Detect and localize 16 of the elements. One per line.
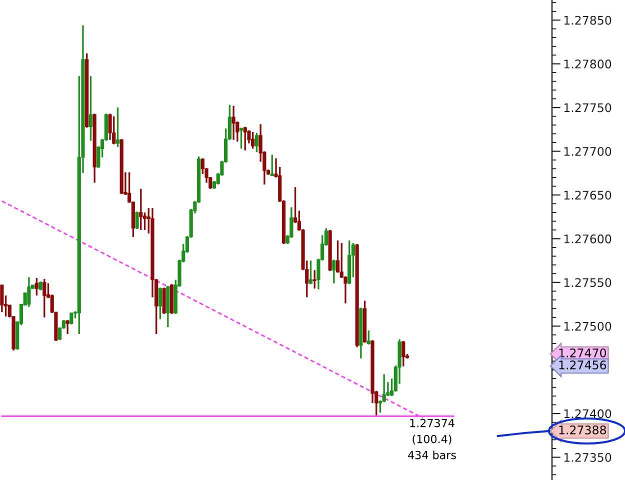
text: 1.27388 — [559, 425, 606, 434]
y-tick-label: 1.27350 — [564, 452, 612, 462]
y-tick-label: 1.27550 — [564, 278, 612, 288]
text: 1.27456 — [559, 360, 606, 370]
annotation: 1.27374 — [410, 418, 454, 428]
y-tick-label: 1.27800 — [564, 60, 612, 68]
y-tick-label: 1.27650 — [564, 190, 612, 200]
y-tick-label: 1.27600 — [564, 234, 612, 244]
y-tick-label: 1.27500 — [564, 322, 612, 331]
y-tick-label: 1.27400 — [564, 409, 612, 418]
y-tick-label: 1.27850 — [564, 16, 612, 25]
annotation: 434 bars — [408, 450, 456, 460]
y-tick-label: 1.27700 — [564, 146, 612, 156]
y-tick-label: 1.27750 — [564, 103, 612, 112]
text: 1.27470 — [559, 348, 606, 358]
annotation: (100.4) — [412, 434, 452, 445]
